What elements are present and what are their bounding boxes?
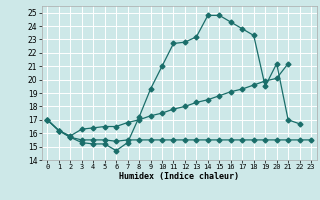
X-axis label: Humidex (Indice chaleur): Humidex (Indice chaleur)	[119, 172, 239, 181]
